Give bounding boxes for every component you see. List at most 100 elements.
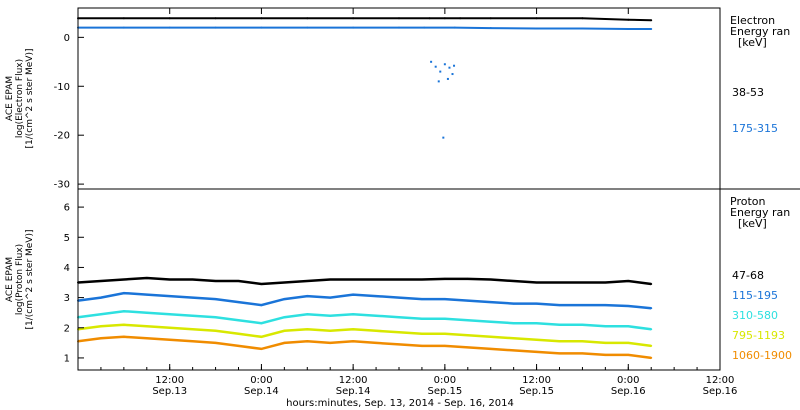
data-point — [99, 313, 102, 316]
data-point — [168, 17, 171, 20]
data-point — [168, 338, 171, 341]
data-point — [214, 341, 217, 344]
data-point — [260, 322, 263, 325]
legend-entry: 310-580 — [732, 309, 778, 322]
series-line — [77, 309, 652, 331]
data-point — [627, 325, 630, 328]
legend-title: [keV] — [738, 36, 767, 49]
data-point — [443, 332, 446, 335]
data-point — [446, 77, 449, 80]
data-point — [260, 347, 263, 350]
data-point — [650, 307, 653, 310]
data-point — [352, 313, 355, 316]
data-point — [375, 278, 378, 281]
y-tick-label: 4 — [64, 263, 70, 274]
data-point — [283, 281, 286, 284]
data-point — [398, 331, 400, 334]
data-point — [627, 28, 630, 31]
data-point — [306, 328, 309, 331]
x-tick-label: 0:00 — [617, 375, 639, 386]
data-point — [329, 314, 332, 317]
data-point — [352, 340, 355, 343]
data-point — [352, 17, 355, 20]
data-point — [214, 316, 217, 319]
data-point — [168, 326, 171, 329]
data-point — [535, 27, 538, 30]
data-point — [420, 298, 423, 301]
x-tick-date: Sep.16 — [611, 386, 646, 397]
data-point — [489, 335, 492, 338]
data-point — [437, 80, 440, 83]
data-point — [420, 317, 423, 320]
data-point — [423, 26, 426, 29]
data-point — [443, 317, 446, 320]
data-point — [512, 349, 515, 352]
data-point — [168, 295, 171, 298]
data-point — [558, 281, 561, 284]
data-point — [627, 18, 630, 21]
x-tick-date: Sep.13 — [152, 386, 187, 397]
x-tick-label: 12:00 — [155, 375, 184, 386]
series-line — [77, 335, 652, 360]
y-tick-label: 2 — [64, 323, 70, 334]
data-point — [306, 295, 309, 298]
data-point — [283, 329, 286, 332]
legend-title: Proton — [730, 195, 765, 208]
data-point — [535, 302, 538, 305]
y-axis-label: ACE EPAM — [5, 257, 15, 302]
legend-entry: 795-1193 — [732, 329, 785, 342]
data-point — [581, 27, 584, 30]
data-point — [145, 293, 148, 296]
data-point — [443, 344, 446, 347]
data-point — [558, 304, 561, 307]
data-point — [442, 136, 445, 139]
data-point — [420, 344, 423, 347]
data-point — [627, 353, 630, 356]
data-point — [430, 60, 433, 63]
data-point — [306, 280, 309, 283]
legend-title: Energy ran — [730, 25, 790, 38]
data-point — [260, 335, 263, 338]
data-point — [283, 341, 286, 344]
data-point — [627, 280, 630, 283]
y-tick-label: 3 — [64, 293, 70, 304]
data-point — [434, 65, 437, 68]
data-point — [214, 329, 217, 332]
data-point — [650, 19, 653, 22]
data-point — [650, 344, 653, 347]
y-axis-label: [1/(cm^2 s ster MeV)] — [25, 230, 35, 330]
data-point — [443, 277, 446, 280]
data-point — [581, 340, 584, 343]
data-point — [145, 276, 148, 279]
data-point — [329, 278, 332, 281]
data-point — [398, 343, 400, 346]
data-point — [535, 322, 538, 325]
x-tick-date: Sep.16 — [703, 386, 738, 397]
data-point — [306, 313, 309, 316]
y-tick-label: -30 — [54, 180, 70, 191]
data-point — [512, 280, 515, 283]
series-line — [77, 276, 652, 286]
data-point — [581, 17, 584, 20]
data-point — [99, 296, 102, 299]
data-point — [443, 298, 446, 301]
data-point — [237, 332, 240, 335]
y-tick-label: -10 — [54, 82, 70, 93]
data-point — [443, 17, 446, 20]
data-point — [420, 332, 423, 335]
data-point — [398, 296, 400, 299]
data-point — [535, 17, 538, 20]
data-point — [214, 280, 217, 283]
data-point — [168, 278, 171, 281]
data-point — [352, 278, 355, 281]
data-point — [191, 314, 194, 317]
data-point — [650, 328, 653, 331]
y-tick-label: 6 — [64, 203, 70, 214]
legend-title: [keV] — [738, 217, 767, 230]
y-tick-label: 5 — [64, 233, 70, 244]
data-point — [448, 66, 451, 69]
legend-title: Electron — [730, 14, 775, 27]
data-point — [650, 283, 653, 286]
data-point — [237, 319, 240, 322]
